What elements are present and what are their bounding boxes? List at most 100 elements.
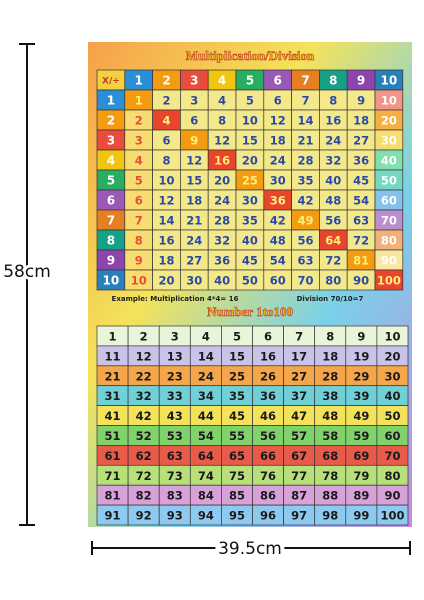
cell-text: 22 <box>136 369 152 383</box>
cell-text: 78 <box>322 469 338 483</box>
cell-text: 45 <box>353 174 369 188</box>
cell-text: 7 <box>135 214 143 228</box>
cell-text: 3 <box>190 74 198 88</box>
cell-text: 8 <box>218 114 226 128</box>
cell-text: 68 <box>322 449 338 463</box>
cell-text: 6 <box>190 114 198 128</box>
cell-text: 66 <box>260 449 276 463</box>
cell-text: 2 <box>107 114 115 128</box>
cell-text: 72 <box>136 469 152 483</box>
cell-text: 86 <box>260 489 276 503</box>
cell-text: 6 <box>162 134 170 148</box>
cell-text: 10 <box>131 274 147 288</box>
cell-text: 30 <box>270 174 286 188</box>
cell-text: 6 <box>107 194 115 208</box>
cell-text: 5 <box>233 329 241 343</box>
cell-text: 9 <box>357 74 365 88</box>
cell-text: 100 <box>380 509 404 523</box>
cell-text: 25 <box>242 174 258 188</box>
cell-text: 96 <box>260 509 276 523</box>
cell-text: 9 <box>107 254 115 268</box>
cell-text: 42 <box>297 194 313 208</box>
cell-text: 16 <box>325 114 341 128</box>
cell-text: 63 <box>353 214 369 228</box>
cell-text: 8 <box>326 329 334 343</box>
cell-text: 97 <box>291 509 307 523</box>
cell-text: 8 <box>329 74 337 88</box>
cell-text: 28 <box>297 154 313 168</box>
cell-text: 52 <box>136 429 152 443</box>
cell-text: 53 <box>167 429 183 443</box>
cell-text: 3 <box>190 94 198 108</box>
cell-text: 1 <box>107 94 115 108</box>
cell-text: 3 <box>171 329 179 343</box>
cell-text: 60 <box>384 429 400 443</box>
cell-text: 27 <box>186 254 202 268</box>
cell-text: 15 <box>186 174 202 188</box>
cell-text: 40 <box>242 234 258 248</box>
cell-text: 56 <box>297 234 313 248</box>
cell-text: 8 <box>135 234 143 248</box>
cell-text: 50 <box>384 409 400 423</box>
cell-text: 15 <box>242 134 258 148</box>
cell-text: 20 <box>242 154 258 168</box>
cell-text: 65 <box>229 449 245 463</box>
cell-text: 24 <box>214 194 230 208</box>
cell-text: 21 <box>186 214 202 228</box>
cell-text: 11 <box>105 349 121 363</box>
cell-text: 12 <box>270 114 286 128</box>
cell-text: 54 <box>198 429 214 443</box>
cell-text: 60 <box>270 274 286 288</box>
cell-text: 30 <box>242 194 258 208</box>
cell-text: 35 <box>229 389 245 403</box>
cell-text: 59 <box>353 429 369 443</box>
cell-text: 12 <box>186 154 202 168</box>
cell-text: 82 <box>136 489 152 503</box>
cell-text: 10 <box>158 174 174 188</box>
cell-text: 38 <box>322 389 338 403</box>
cell-text: 6 <box>135 194 143 208</box>
cell-text: 9 <box>357 329 365 343</box>
cell-text: 50 <box>381 174 397 188</box>
cell-text: 48 <box>270 234 286 248</box>
cell-text: 63 <box>167 449 183 463</box>
cell-text: 26 <box>260 369 276 383</box>
cell-text: 32 <box>214 234 230 248</box>
cell-text: 10 <box>381 74 398 88</box>
cell-text: 8 <box>329 94 337 108</box>
cell-text: 51 <box>105 429 121 443</box>
cell-text: 56 <box>260 429 276 443</box>
cell-text: 61 <box>105 449 121 463</box>
cell-text: 72 <box>353 234 369 248</box>
cell-text: 85 <box>229 489 245 503</box>
cell-text: 18 <box>353 114 369 128</box>
cell-text: 20 <box>158 274 174 288</box>
cell-text: 70 <box>297 274 313 288</box>
cell-text: 10 <box>242 114 258 128</box>
cell-text: 98 <box>322 509 338 523</box>
cell-text: 21 <box>297 134 313 148</box>
cell-text: 8 <box>107 234 115 248</box>
cell-text: 27 <box>291 369 307 383</box>
cell-text: 84 <box>198 489 214 503</box>
cell-text: 36 <box>260 389 276 403</box>
cell-text: 4 <box>162 114 170 128</box>
cell-text: 7 <box>301 74 309 88</box>
cell-text: 79 <box>353 469 369 483</box>
cell-text: 2 <box>135 114 143 128</box>
cell-text: 43 <box>167 409 183 423</box>
cell-text: 87 <box>291 489 307 503</box>
cell-text: 2 <box>162 94 170 108</box>
cell-text: 16 <box>214 154 230 168</box>
cell-text: 67 <box>291 449 307 463</box>
cell-text: 40 <box>325 174 341 188</box>
cell-text: 34 <box>198 389 214 403</box>
cell-text: 9 <box>357 94 365 108</box>
cell-text: 93 <box>167 509 183 523</box>
cell-text: 10 <box>384 329 400 343</box>
cell-text: 31 <box>105 389 121 403</box>
cell-text: 7 <box>295 329 303 343</box>
cell-text: 2 <box>162 74 170 88</box>
cell-text: 64 <box>198 449 214 463</box>
cell-text: 24 <box>325 134 341 148</box>
